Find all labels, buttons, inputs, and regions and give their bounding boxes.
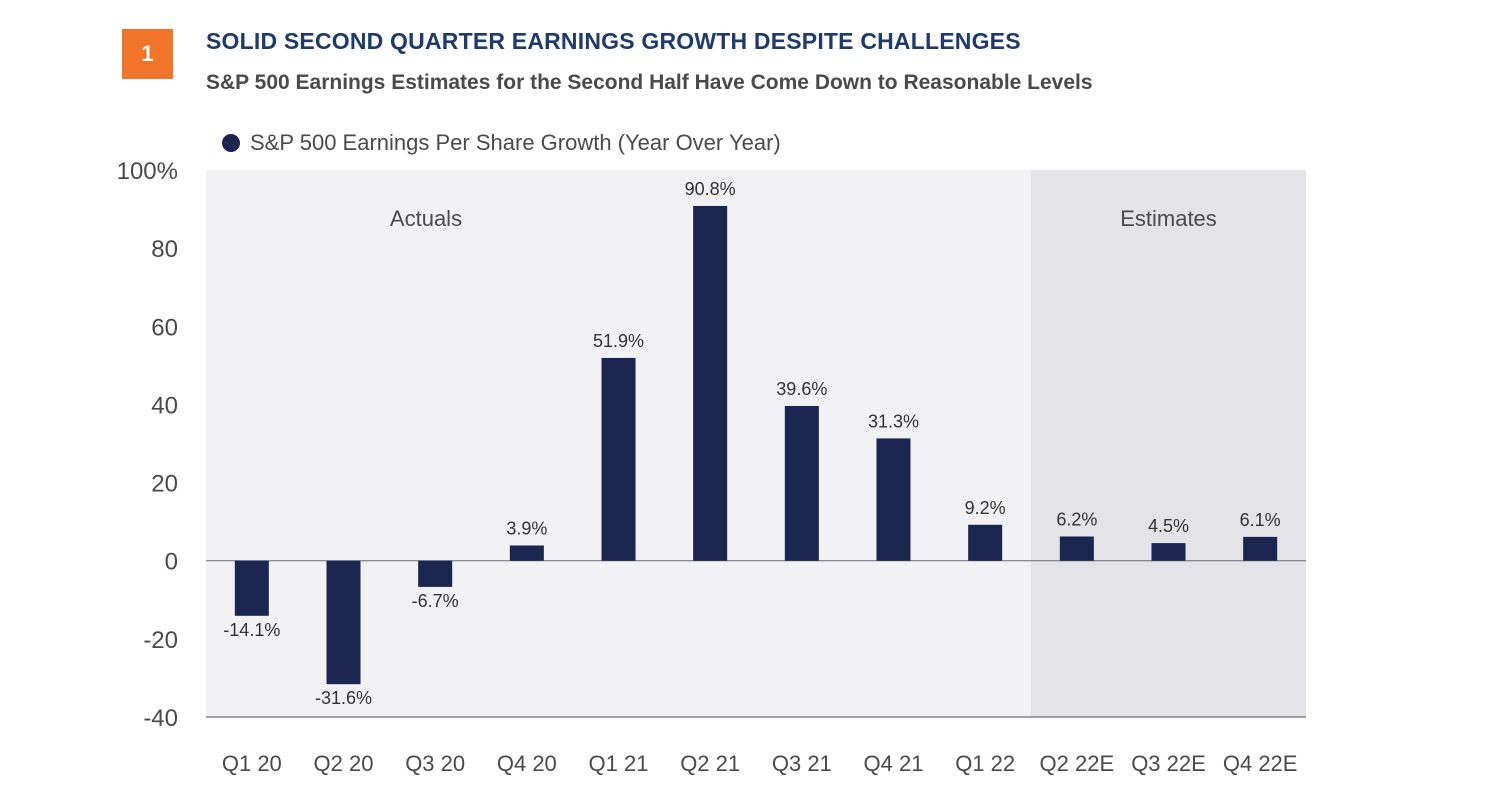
x-tick-label: Q1 21: [589, 751, 649, 776]
bar-q1-20: [234, 560, 269, 616]
y-tick-label: 40: [151, 392, 178, 419]
x-tick-label: Q3 22E: [1131, 751, 1206, 776]
data-label: 6.1%: [1240, 510, 1281, 530]
y-tick-label: -40: [143, 705, 178, 732]
bar-q3-21: [784, 405, 819, 561]
data-label: 90.8%: [685, 179, 736, 199]
x-tick-label: Q1 20: [222, 751, 282, 776]
legend-label: S&P 500 Earnings Per Share Growth (Year …: [250, 130, 781, 155]
data-label: 31.3%: [868, 411, 919, 431]
x-tick-label: Q4 22E: [1223, 751, 1298, 776]
x-tick-label: Q4 20: [497, 751, 557, 776]
bar-q4-20: [509, 545, 544, 561]
y-tick-label: 80: [151, 236, 178, 263]
bar-q3-22e: [1151, 543, 1186, 561]
legend-dot-icon: [222, 134, 240, 152]
data-label: 39.6%: [776, 379, 827, 399]
bar-q1-21: [601, 357, 636, 561]
data-label: -14.1%: [223, 620, 280, 640]
data-label: 9.2%: [965, 498, 1006, 518]
bar-q4-21: [876, 438, 911, 561]
data-label: 51.9%: [593, 331, 644, 351]
x-tick-label: Q3 20: [405, 751, 465, 776]
x-tick-label: Q3 21: [772, 751, 832, 776]
x-tick-label: Q2 22E: [1040, 751, 1115, 776]
y-tick-label: 60: [151, 314, 178, 341]
x-tick-label: Q2 21: [680, 751, 740, 776]
x-tick-label: Q1 22: [955, 751, 1015, 776]
y-tick-label: -20: [143, 627, 178, 654]
region-background-estimates: [1031, 170, 1306, 717]
region-label-estimates: Estimates: [1120, 206, 1217, 231]
y-tick-label: 20: [151, 471, 178, 498]
figure-number-badge: 1: [122, 29, 173, 79]
data-label: -6.7%: [412, 591, 459, 611]
bar-q2-22e: [1059, 536, 1094, 561]
data-label: 4.5%: [1148, 516, 1189, 536]
x-tick-label: Q4 21: [864, 751, 924, 776]
y-tick-label: 100%: [117, 158, 178, 185]
bar-q3-20: [418, 560, 453, 587]
bar-q1-22: [968, 524, 1003, 561]
data-label: -31.6%: [315, 688, 372, 708]
bar-q2-21: [693, 205, 728, 561]
region-label-actuals: Actuals: [390, 206, 462, 231]
y-tick-label: 0: [165, 549, 178, 576]
bar-q4-22e: [1243, 536, 1278, 561]
chart-subtitle: S&P 500 Earnings Estimates for the Secon…: [206, 71, 1093, 94]
data-label: 6.2%: [1056, 509, 1097, 529]
x-tick-label: Q2 20: [314, 751, 374, 776]
chart-legend: S&P 500 Earnings Per Share Growth (Year …: [222, 130, 781, 156]
data-label: 3.9%: [506, 518, 547, 538]
chart-title: SOLID SECOND QUARTER EARNINGS GROWTH DES…: [206, 28, 1021, 54]
bar-q2-20: [326, 560, 361, 685]
